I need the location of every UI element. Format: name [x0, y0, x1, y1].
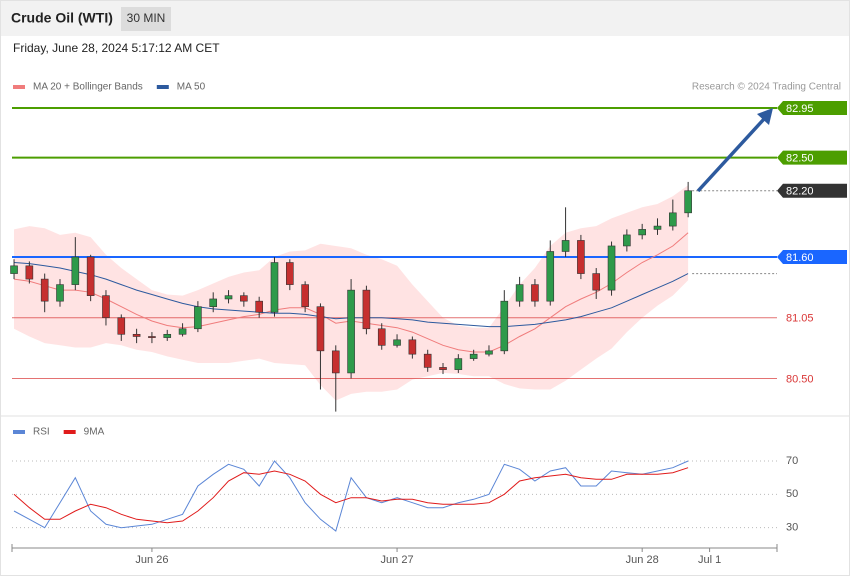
- y-tick-label: 50: [786, 488, 798, 500]
- rsi-panel: RSI 9MA 70 50 30 Jun 26 Jun 27 Jun 28 Jul 1: [11, 427, 798, 566]
- candle-body: [684, 190, 692, 214]
- candle-body: [377, 328, 386, 346]
- arrow-shaft: [696, 117, 766, 193]
- x-tick-label: Jun 27: [381, 554, 414, 566]
- candle-body: [301, 284, 309, 307]
- candle-body: [102, 295, 110, 319]
- x-tick-label: Jun 26: [135, 554, 168, 566]
- candle-body: [500, 300, 509, 352]
- arrow-head: [757, 108, 773, 125]
- level-label: 82.50: [786, 153, 814, 165]
- candle-body: [623, 234, 631, 247]
- candle-body: [531, 284, 539, 302]
- candle-body: [56, 284, 64, 302]
- candle-body: [515, 284, 524, 302]
- indicator-line: [13, 460, 689, 532]
- candle-body: [132, 333, 141, 337]
- candle-body: [561, 240, 570, 252]
- candle-body: [25, 265, 34, 280]
- candle-body: [40, 278, 49, 302]
- timeframe: 30 MIN: [127, 11, 166, 25]
- candle-body: [240, 295, 248, 302]
- level-tag: [777, 183, 847, 198]
- level-label: 82.20: [786, 186, 814, 198]
- legend-swatch: [13, 85, 25, 89]
- candle-body: [163, 333, 172, 338]
- legend-swatch: [13, 430, 25, 434]
- candle-body: [439, 367, 447, 370]
- candle-body: [546, 251, 555, 302]
- candle-body: [331, 350, 340, 374]
- candle-body: [194, 306, 202, 330]
- candle-body: [255, 300, 263, 313]
- candle-body: [286, 262, 294, 285]
- candle-body: [592, 273, 601, 291]
- legend-swatch: [156, 85, 169, 89]
- level-tag: [777, 250, 847, 264]
- copyright: Research © 2024 Trading Central: [692, 82, 841, 93]
- candle-body: [454, 358, 463, 370]
- candle-body: [653, 225, 662, 230]
- candle-body: [71, 256, 80, 285]
- title: Crude Oil (WTI): [11, 10, 113, 26]
- timestamp: Friday, June 28, 2024 5:17:12 AM CET: [13, 41, 220, 55]
- y-tick-label: 30: [786, 522, 798, 534]
- candle-body: [408, 339, 417, 355]
- level-label: 82.95: [786, 103, 814, 115]
- x-tick-label: Jun 28: [626, 554, 659, 566]
- candle-body: [393, 339, 401, 346]
- candle-body: [362, 289, 371, 330]
- legend-swatch: [63, 430, 76, 434]
- candle-body: [117, 317, 126, 335]
- candle-body: [423, 353, 432, 368]
- level-tag: [777, 100, 847, 115]
- y-tick-label: 70: [786, 455, 798, 467]
- price-panel: MA 20 + Bollinger Bands MA 50 82.95 82.50 82…: [10, 82, 847, 412]
- level-tag: [777, 150, 847, 165]
- candle-body: [347, 289, 355, 374]
- legend-label: MA 50: [177, 82, 206, 93]
- legend-label: 9MA: [84, 427, 105, 438]
- level-label: 80.50: [786, 373, 814, 385]
- forecast-arrow: [696, 108, 773, 193]
- level-label: 81.60: [786, 252, 814, 264]
- candle-body: [577, 240, 585, 274]
- candle-body: [209, 298, 218, 307]
- candle-body: [638, 229, 646, 236]
- candle-body: [10, 265, 18, 274]
- candle-body: [669, 212, 677, 227]
- legend-label: RSI: [33, 427, 50, 438]
- candle-body: [224, 295, 233, 300]
- level-label: 81.05: [786, 313, 814, 325]
- legend-label: MA 20 + Bollinger Bands: [33, 82, 143, 93]
- candle-body: [485, 350, 493, 355]
- candle-body: [86, 256, 95, 296]
- indicator-line: [13, 467, 689, 524]
- candle-body: [607, 245, 616, 291]
- timeframe-box: [121, 7, 171, 31]
- candle-body: [148, 336, 156, 338]
- x-tick-label: Jul 1: [698, 554, 721, 566]
- candle-body: [270, 262, 279, 313]
- candle-body: [316, 306, 325, 352]
- candle-body: [469, 353, 478, 359]
- candle-body: [178, 328, 187, 335]
